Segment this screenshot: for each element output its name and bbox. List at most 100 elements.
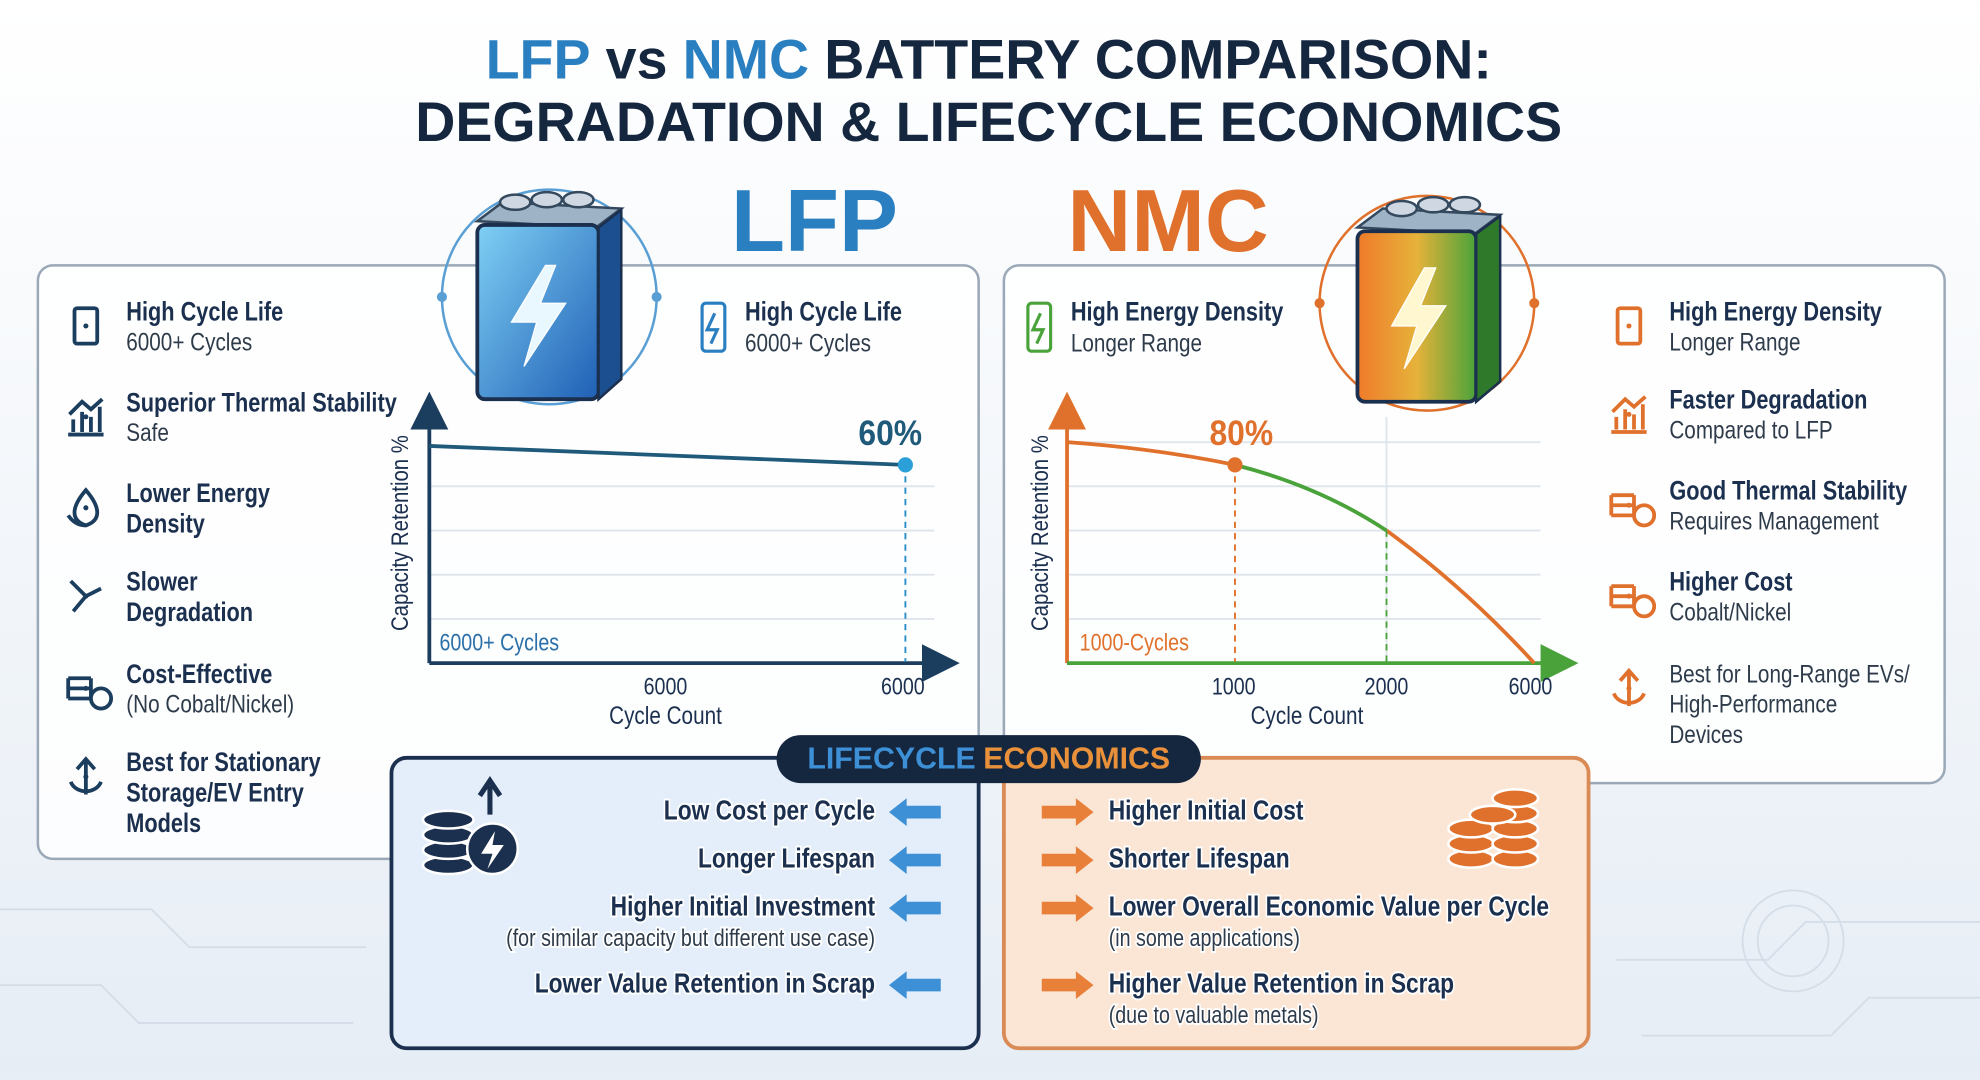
feature-icon bbox=[68, 756, 103, 795]
icon-shape bbox=[1609, 493, 1657, 528]
highlight-detail: 6000+ Cycles bbox=[745, 329, 871, 357]
x-tick-label: 1000 bbox=[1212, 673, 1256, 700]
feature-title: High Energy Density bbox=[1669, 297, 1882, 327]
icon-shape bbox=[66, 676, 114, 711]
icon-shape bbox=[1609, 584, 1657, 619]
feature-title: Good Thermal Stability bbox=[1669, 477, 1907, 507]
lfp-battery-icon bbox=[436, 188, 662, 406]
economics-item: Lower Overall Economic Value per Cycle bbox=[1109, 891, 1549, 922]
feature-icon bbox=[1609, 493, 1657, 528]
x-axis-label: Cycle Count bbox=[1251, 701, 1364, 729]
x-axis-label: Cycle Count bbox=[609, 701, 722, 729]
economics-item: Longer Lifespan bbox=[698, 843, 875, 874]
economics-item: Higher Value Retention in Scrap bbox=[1109, 968, 1454, 999]
economics-pill bbox=[776, 735, 1201, 784]
feature-icon bbox=[1609, 584, 1657, 619]
icon-shape bbox=[72, 306, 100, 346]
title-lfp: LFP bbox=[486, 28, 591, 90]
highlight-icon bbox=[1026, 301, 1053, 353]
title-nmc: NMC bbox=[683, 28, 810, 90]
icon-shape bbox=[68, 397, 104, 437]
economics-title-part1: LIFECYCLE bbox=[807, 742, 975, 775]
nmc-chart bbox=[1048, 391, 1579, 683]
coins-icon-right bbox=[1447, 788, 1540, 869]
icon-dot bbox=[83, 414, 89, 420]
feature-icon bbox=[66, 676, 114, 711]
feature-title: Superior Thermal Stability bbox=[126, 388, 397, 418]
feature-title: Cost-Effective bbox=[126, 660, 272, 690]
circuit-pattern bbox=[0, 889, 1980, 1037]
lfp-heading: LFP bbox=[731, 171, 898, 270]
x-tick-label: 6000 bbox=[1509, 673, 1553, 700]
feature-icon bbox=[69, 579, 102, 613]
feature-title: Storage/EV Entry bbox=[126, 778, 304, 808]
feature-title: Higher Cost bbox=[1669, 568, 1792, 598]
lfp-retention-curve bbox=[429, 444, 906, 467]
coins-icon-left bbox=[421, 776, 519, 876]
highlight-icon bbox=[700, 301, 727, 353]
x-tick-label: 6000 bbox=[644, 673, 688, 700]
highlight-detail: Longer Range bbox=[1071, 329, 1202, 357]
arrow-left bbox=[888, 971, 941, 1000]
feature-icon bbox=[1612, 667, 1646, 707]
title-rest: BATTERY COMPARISON: bbox=[824, 28, 1492, 90]
nmc-battery-icon bbox=[1314, 194, 1540, 412]
arrow-left bbox=[888, 798, 941, 827]
feature-icon bbox=[68, 397, 104, 437]
icon-dot bbox=[83, 323, 89, 329]
icon-dot bbox=[83, 593, 89, 599]
feature-title: Faster Degradation bbox=[1669, 386, 1867, 416]
economics-item: Low Cost per Cycle bbox=[664, 795, 875, 826]
feature-title: Best for Stationary bbox=[126, 748, 321, 778]
nmc-heading: NMC bbox=[1067, 171, 1268, 270]
economics-item: Higher Initial Investment bbox=[611, 891, 876, 922]
arrow-right bbox=[1041, 798, 1094, 827]
feature-detail: (No Cobalt/Nickel) bbox=[126, 690, 294, 718]
lfp-chart bbox=[410, 391, 960, 683]
feature-detail: High-Performance bbox=[1669, 690, 1837, 718]
arrow-right bbox=[1041, 894, 1094, 922]
feature-title: Slower bbox=[126, 568, 198, 598]
chart-annotation: 80% bbox=[1209, 415, 1273, 454]
feature-detail: 6000+ Cycles bbox=[126, 327, 252, 355]
highlight-battery bbox=[1026, 301, 1053, 353]
chart-note: 1000-Cycles bbox=[1080, 629, 1189, 656]
feature-icon bbox=[66, 487, 100, 528]
highlight-title: High Cycle Life bbox=[745, 297, 902, 327]
icon-dot bbox=[1626, 323, 1632, 329]
economics-item: Higher Initial Cost bbox=[1109, 795, 1304, 826]
icon-dot bbox=[83, 505, 89, 511]
title-line2: DEGRADATION & LIFECYCLE ECONOMICS bbox=[415, 91, 1562, 153]
arrow-right bbox=[1041, 971, 1094, 1000]
icon-dot bbox=[1626, 502, 1632, 508]
economics-title: LIFECYCLE ECONOMICS bbox=[807, 742, 1170, 775]
feature-title: Density bbox=[126, 510, 205, 540]
arrow-right bbox=[1041, 846, 1094, 874]
economics-note: (due to valuable metals) bbox=[1109, 1001, 1319, 1028]
feature-detail: Cobalt/Nickel bbox=[1669, 598, 1791, 626]
feature-icon bbox=[1615, 306, 1643, 346]
icon-dot bbox=[83, 774, 89, 780]
economics-note: (in some applications) bbox=[1109, 924, 1300, 951]
chart-note: 6000+ Cycles bbox=[439, 629, 559, 656]
y-axis-label: Capacity Retention % bbox=[1027, 435, 1054, 631]
feature-icon bbox=[1611, 395, 1647, 434]
feature-icon bbox=[72, 306, 100, 346]
economics-title-part2: ECONOMICS bbox=[983, 742, 1170, 775]
chart-annotation: 60% bbox=[858, 415, 922, 454]
highlight-bolt bbox=[704, 312, 720, 345]
icon-shape bbox=[1615, 306, 1643, 346]
nmc-economics-box bbox=[1001, 755, 1591, 1051]
y-axis-label: Capacity Retention % bbox=[386, 435, 413, 631]
feature-detail: Compared to LFP bbox=[1669, 416, 1832, 444]
feature-title: High Cycle Life bbox=[126, 297, 283, 327]
feature-title: Lower Energy bbox=[126, 479, 270, 509]
feature-title: Degradation bbox=[126, 598, 253, 628]
highlight-battery bbox=[700, 301, 727, 353]
feature-detail: Safe bbox=[126, 418, 169, 446]
title-vs: vs bbox=[606, 28, 668, 90]
feature-detail: Devices bbox=[1669, 720, 1743, 748]
economics-note: (for similar capacity but different use … bbox=[506, 924, 875, 951]
